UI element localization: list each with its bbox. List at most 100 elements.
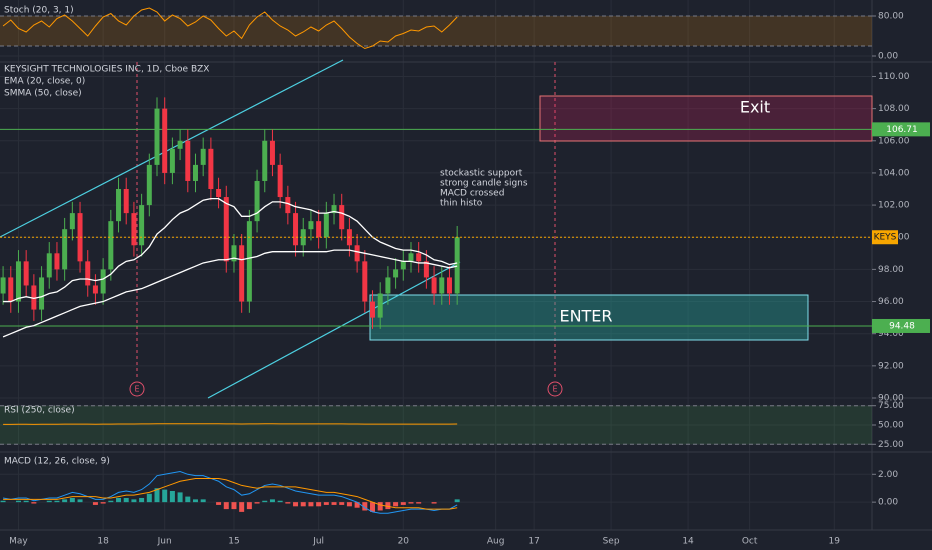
candle-body [377, 293, 383, 318]
candle-body [0, 277, 6, 294]
candle-body [316, 221, 322, 238]
y-tick-label: 96.00 [878, 297, 904, 307]
zone-label: ENTER [559, 307, 612, 326]
histogram-bar [416, 502, 422, 504]
histogram-bar [0, 500, 6, 503]
event-label: E [552, 385, 557, 394]
series-line [2, 7, 458, 50]
histogram-bar [331, 502, 337, 505]
candle-body [323, 213, 329, 238]
histogram-bar [54, 500, 60, 503]
band [0, 16, 872, 46]
x-tick-label: 14 [682, 537, 694, 547]
candle-body [85, 261, 91, 286]
candle-body [62, 229, 68, 270]
candle-body [239, 245, 245, 302]
candle-body [8, 277, 14, 302]
histogram-bar [200, 499, 206, 503]
series-line [3, 423, 458, 425]
last-price-label: KEYS [874, 233, 897, 243]
candle-body [131, 213, 137, 246]
y-tick-label: 110.00 [878, 72, 910, 82]
y-tick-label: 2.00 [878, 470, 898, 480]
histogram-bar [31, 502, 37, 504]
annotation: strong candle signs [440, 179, 528, 189]
histogram-bar [231, 502, 237, 510]
histogram-bar [277, 500, 283, 503]
histogram-bar [77, 499, 83, 503]
candle-body [208, 148, 214, 190]
series-line [3, 477, 458, 510]
histogram-bar [377, 502, 383, 511]
histogram-bar [116, 497, 122, 503]
grid-layer [0, 0, 932, 531]
histogram-bar [362, 502, 368, 511]
x-tick-label: 20 [398, 537, 410, 547]
candle-body [92, 285, 98, 294]
histogram-bar [308, 502, 314, 507]
candle-body [454, 237, 460, 294]
candle-body [23, 261, 29, 286]
candle-body [262, 140, 268, 181]
y-tick-label: 0.00 [878, 498, 898, 508]
y-tick-label: 108.00 [878, 104, 910, 114]
histogram-bar [454, 499, 460, 503]
x-tick-label: Oct [742, 537, 758, 547]
annotation: stockastic support [440, 169, 523, 179]
x-tick-label: 17 [528, 537, 539, 547]
histogram-bar [300, 502, 306, 507]
candle-body [246, 221, 252, 302]
histogram-bar [431, 502, 437, 504]
histogram-bar [385, 502, 391, 510]
histogram-bar [269, 499, 275, 503]
candle-body [254, 180, 260, 222]
histogram-bar [92, 502, 98, 505]
series-line [3, 198, 458, 303]
histogram-bar [346, 502, 352, 507]
x-tick-label: Aug [487, 537, 505, 547]
candle-body [370, 301, 376, 318]
histogram-bar [316, 502, 322, 507]
candle-body [385, 277, 391, 294]
histogram-bar [146, 493, 152, 503]
legend-entry: EMA (20, close, 0) [4, 77, 85, 87]
histogram-bar [370, 502, 376, 512]
x-tick-label: 18 [97, 537, 109, 547]
candle-body [285, 197, 291, 214]
histogram-bar [62, 499, 68, 503]
histogram-bar [192, 499, 198, 503]
candle-body [200, 148, 206, 165]
candle-body [108, 221, 114, 270]
price-tag [872, 318, 930, 333]
histogram-bar [223, 502, 229, 510]
channel-line [207, 261, 461, 399]
candle-body [269, 140, 275, 165]
histogram-bar [239, 502, 245, 512]
candle-body [139, 205, 145, 246]
axis-layer: May 18 Jun 15 Jul 20 Aug 17 Sep 14 Oct 19 80.00 0.00 1… [9, 12, 930, 547]
histogram-bar [339, 502, 345, 505]
candle-body [416, 253, 422, 262]
candle-body [408, 253, 414, 262]
candle-body [277, 164, 283, 198]
marks-layer [0, 7, 872, 514]
x-tick-label: May [9, 537, 28, 547]
price-tag-label: 94.48 [889, 321, 915, 331]
histogram-bar [123, 497, 129, 503]
last-price-tag [872, 230, 898, 245]
y-tick-label: 25.00 [878, 440, 904, 450]
legend-entry: Stoch (20, 3, 1) [4, 6, 74, 16]
candle-body [293, 213, 299, 246]
annotation: thin histo [440, 199, 483, 209]
candle-body [431, 277, 437, 294]
candle-body [354, 245, 360, 262]
y-tick-label: 106.00 [878, 136, 910, 146]
y-tick-label: 90.00 [878, 394, 904, 404]
y-tick-label: 94.00 [878, 329, 904, 339]
candle-body [169, 148, 175, 173]
candle-body [15, 261, 21, 302]
candle-body [31, 285, 37, 310]
histogram-bar [23, 500, 29, 503]
